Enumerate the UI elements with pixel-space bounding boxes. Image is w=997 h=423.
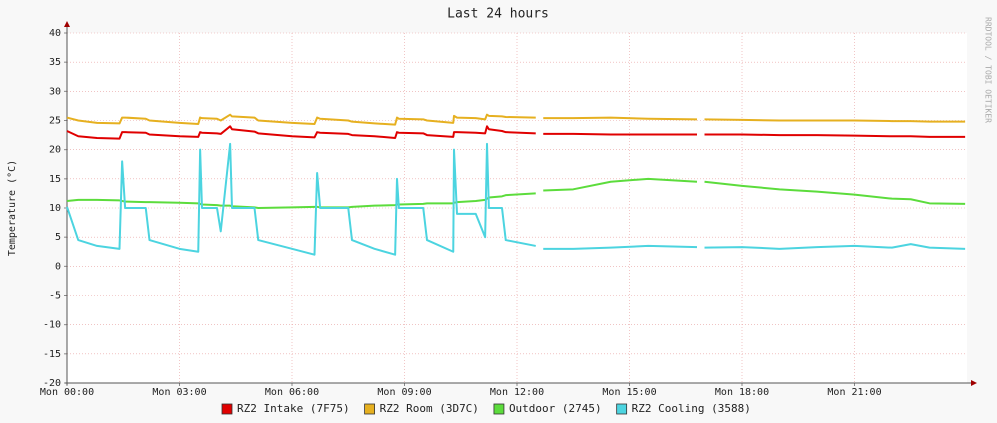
series-line bbox=[66, 113, 966, 126]
x-tick-label: Mon 09:00 bbox=[377, 387, 431, 398]
legend-swatch bbox=[221, 403, 233, 415]
legend-swatch bbox=[616, 403, 628, 415]
x-tick-label: Mon 03:00 bbox=[152, 387, 206, 398]
legend-swatch bbox=[364, 403, 375, 415]
legend-label: RZ2 Cooling (3588) bbox=[632, 402, 751, 415]
x-tick-label: Mon 15:00 bbox=[602, 387, 656, 398]
x-tick-label: Mon 12:00 bbox=[490, 387, 544, 398]
legend-swatch bbox=[493, 403, 505, 415]
y-tick-label: -20 bbox=[43, 378, 61, 389]
y-tick-label: 40 bbox=[49, 28, 61, 39]
y-tick-label: 5 bbox=[55, 232, 61, 243]
y-tick-label: 10 bbox=[49, 203, 61, 214]
series-line bbox=[66, 142, 966, 256]
y-tick-label: -15 bbox=[43, 349, 61, 360]
y-tick-label: 30 bbox=[49, 86, 61, 97]
legend-label: RZ2 Intake (7F75) bbox=[237, 402, 350, 415]
y-tick-label: -5 bbox=[49, 291, 61, 302]
x-tick-label: Mon 18:00 bbox=[715, 387, 769, 398]
x-tick-label: Mon 00:00 bbox=[40, 387, 94, 398]
y-axis-label: Temperature (°C) bbox=[7, 160, 18, 256]
legend-label: RZ2 Room (3D7C) bbox=[380, 402, 479, 415]
y-tick-label: 25 bbox=[49, 116, 61, 127]
y-axis-arrow bbox=[64, 21, 70, 27]
watermark: RRDTOOL / TOBI OETIKER bbox=[984, 17, 993, 123]
y-tick-label: 0 bbox=[55, 261, 61, 272]
y-tick-label: 20 bbox=[49, 145, 61, 156]
x-tick-label: Mon 21:00 bbox=[827, 387, 881, 398]
legend-label: Outdoor (2745) bbox=[509, 402, 602, 415]
chart-title: Last 24 hours bbox=[447, 7, 549, 22]
y-tick-label: -10 bbox=[43, 320, 61, 331]
series-line bbox=[66, 125, 966, 140]
y-tick-label: 35 bbox=[49, 57, 61, 68]
x-tick-label: Mon 06:00 bbox=[265, 387, 319, 398]
y-tick-label: 15 bbox=[49, 174, 61, 185]
x-axis-arrow bbox=[971, 380, 977, 386]
